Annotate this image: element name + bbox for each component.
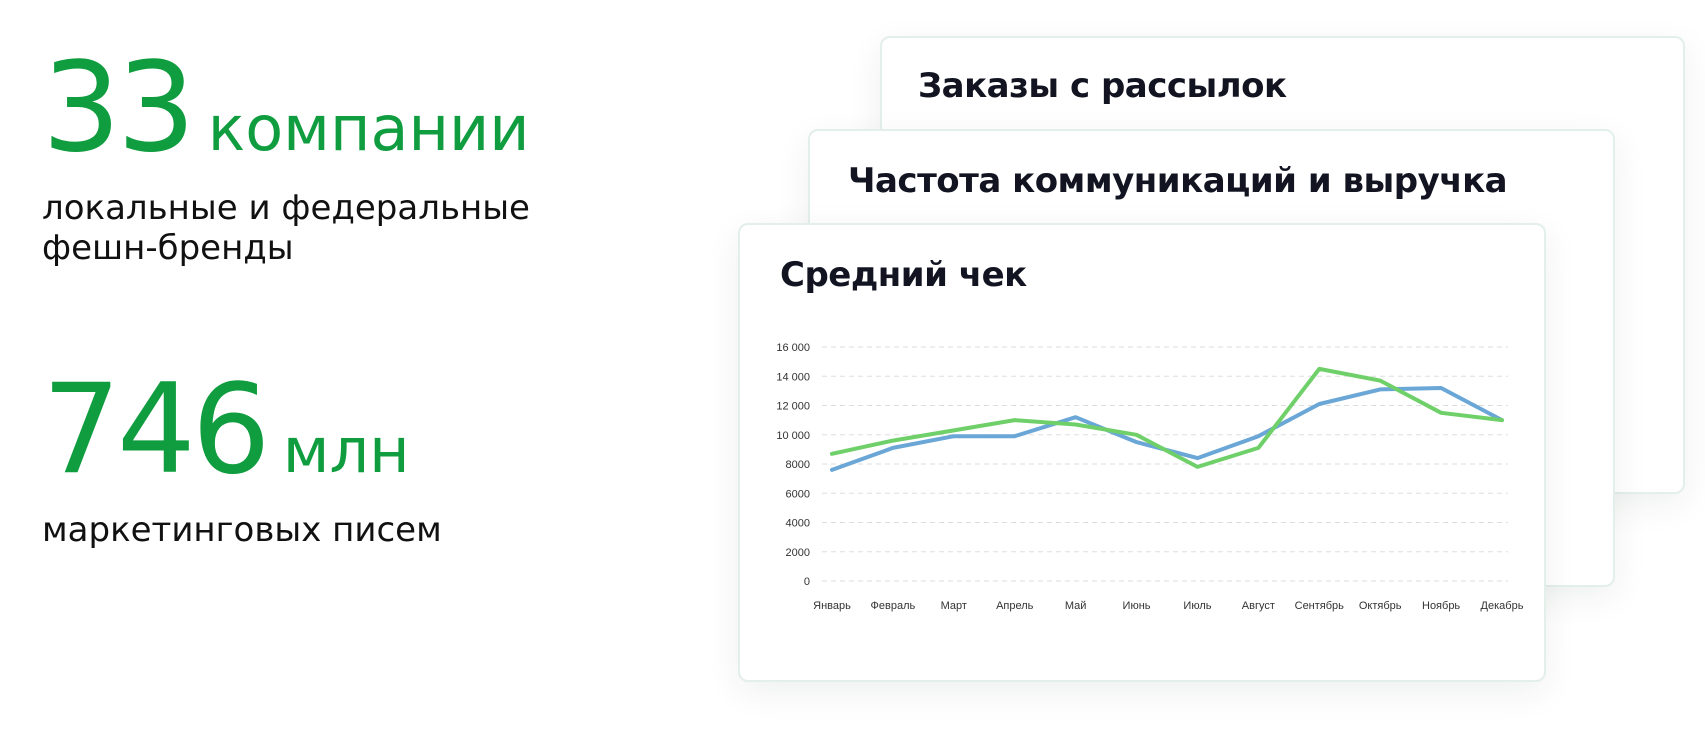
y-tick-label: 6000 — [786, 488, 810, 500]
y-tick-label: 12 000 — [776, 401, 810, 413]
stat-description: локальные и федеральные фешн-бренды — [42, 188, 530, 269]
stat-emails: 746 млн маркетинговых писем — [42, 368, 602, 550]
stat-companies: 33 компании локальные и федеральные фешн… — [42, 46, 602, 268]
x-tick-label: Сентябрь — [1295, 600, 1345, 612]
x-tick-label: Июль — [1183, 600, 1211, 612]
x-tick-label: Январь — [813, 600, 851, 612]
card-average-check: Средний чек 0 2000 4000 6000 8000 10 000 12 00… — [738, 223, 1546, 682]
x-tick-label: Май — [1065, 600, 1087, 612]
x-tick-label: Март — [941, 600, 967, 612]
card-title: Заказы с рассылок — [918, 66, 1287, 106]
x-tick-label: Июнь — [1123, 600, 1151, 612]
x-tick-label: Октябрь — [1359, 600, 1402, 612]
x-tick-label: Август — [1242, 600, 1275, 612]
card-title: Частота коммуникаций и выручка — [848, 161, 1508, 201]
y-tick-label: 16 000 — [776, 342, 810, 354]
x-tick-label: Февраль — [871, 600, 916, 612]
x-tick-label: Декабрь — [1481, 600, 1524, 612]
stat-unit: компании — [207, 92, 530, 165]
stat-number: 33 — [42, 36, 196, 180]
series-line-blue — [830, 386, 1504, 472]
stat-description: маркетинговых писем — [42, 510, 442, 550]
y-tick-label: 4000 — [786, 518, 810, 530]
y-tick-label: 10 000 — [776, 430, 810, 442]
y-tick-label: 8000 — [786, 459, 810, 471]
y-tick-label: 2000 — [786, 547, 810, 559]
y-tick-label: 14 000 — [776, 371, 810, 383]
stat-headline: 33 компании — [42, 46, 602, 170]
x-tick-label: Ноябрь — [1422, 600, 1460, 612]
line-chart: 0 2000 4000 6000 8000 10 000 12 000 14 000 16 00… — [776, 342, 1524, 612]
stat-headline: 746 млн — [42, 368, 602, 492]
stat-unit: млн — [282, 414, 410, 487]
y-tick-label: 0 — [804, 576, 810, 588]
series-line-green — [830, 366, 1504, 469]
chart-title: Средний чек — [780, 255, 1027, 295]
stat-number: 746 — [42, 358, 271, 502]
x-tick-label: Апрель — [996, 600, 1034, 612]
